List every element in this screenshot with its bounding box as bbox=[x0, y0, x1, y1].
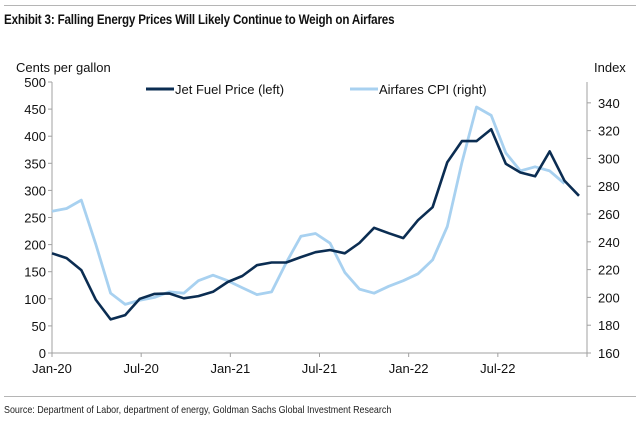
series-line-airfares bbox=[51, 105, 566, 306]
source-note: Source: Department of Labor, department … bbox=[4, 404, 392, 416]
left-axis-tick-label: 450 bbox=[24, 102, 46, 117]
left-axis-tick-label: 100 bbox=[24, 292, 46, 307]
chart: 0 50 100 150 200 250 300 350 400 450 500 160 180 200 2… bbox=[16, 60, 626, 376]
right-axis-tick-label: 300 bbox=[598, 151, 620, 166]
x-axis-tick-label: Jan-22 bbox=[389, 361, 429, 376]
right-axis-tick-label: 180 bbox=[598, 318, 620, 333]
right-axis-tick-label: 260 bbox=[598, 207, 620, 222]
left-axis-tick-label: 350 bbox=[24, 156, 46, 171]
x-axis-tick-label: Jul-20 bbox=[123, 361, 158, 376]
right-axis-tick-label: 240 bbox=[598, 235, 620, 250]
left-axis-tick-label: 300 bbox=[24, 183, 46, 198]
axes: 0 50 100 150 200 250 300 350 400 450 500 160 180 200 2… bbox=[24, 75, 619, 376]
left-axis-tick-label: 200 bbox=[24, 238, 46, 253]
right-axis-tick-label: 200 bbox=[598, 290, 620, 305]
series-line-jet-fuel bbox=[51, 127, 580, 321]
x-axis-tick-label: Jan-21 bbox=[210, 361, 250, 376]
right-axis-tick-label: 320 bbox=[598, 124, 620, 139]
exhibit-title: Exhibit 3: Falling Energy Prices Will Li… bbox=[4, 12, 395, 27]
x-axis-tick-label: Jul-22 bbox=[480, 361, 515, 376]
legend: Jet Fuel Price (left) Airfares CPI (righ… bbox=[146, 82, 487, 97]
left-axis-tick-label: 250 bbox=[24, 211, 46, 226]
legend-label-airfares: Airfares CPI (right) bbox=[379, 82, 487, 97]
bottom-rule bbox=[4, 396, 636, 397]
left-axis-title: Cents per gallon bbox=[16, 60, 111, 75]
left-axis-tick-label: 500 bbox=[24, 75, 46, 90]
right-axis-tick-label: 160 bbox=[598, 346, 620, 361]
series bbox=[51, 105, 580, 321]
right-axis-tick-label: 340 bbox=[598, 96, 620, 111]
right-axis-tick-label: 220 bbox=[598, 263, 620, 278]
left-axis-tick-label: 50 bbox=[32, 319, 46, 334]
x-axis-tick-label: Jan-20 bbox=[32, 361, 72, 376]
right-axis-tick-label: 280 bbox=[598, 179, 620, 194]
legend-label-jet-fuel: Jet Fuel Price (left) bbox=[175, 82, 284, 97]
top-rule bbox=[4, 5, 636, 6]
left-axis-tick-label: 0 bbox=[39, 346, 46, 361]
left-axis-tick-label: 400 bbox=[24, 129, 46, 144]
left-axis-tick-label: 150 bbox=[24, 265, 46, 280]
right-axis-title: Index bbox=[594, 60, 626, 75]
x-axis-tick-label: Jul-21 bbox=[302, 361, 337, 376]
